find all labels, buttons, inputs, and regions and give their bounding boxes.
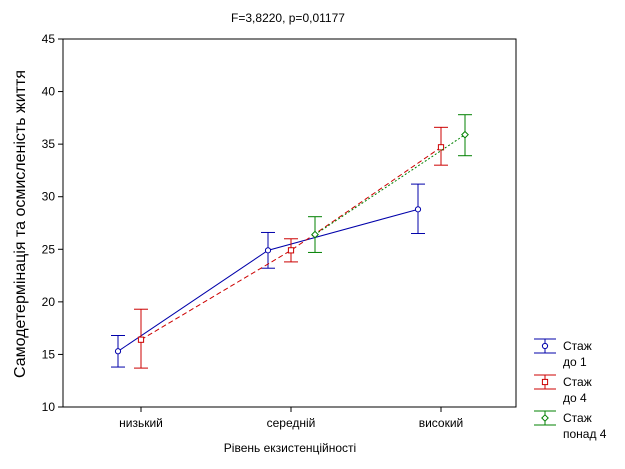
legend-label: Стаж <box>563 375 592 389</box>
y-tick-label: 40 <box>42 85 56 99</box>
series-line <box>314 134 466 235</box>
legend-item-3: Стаж понад 4 <box>534 410 607 441</box>
legend-label: до 4 <box>563 391 587 405</box>
y-tick-label: 15 <box>42 347 56 361</box>
data-point <box>137 336 145 343</box>
y-axis-label: Самодетермінація та осмисленість життя <box>12 70 29 378</box>
data-point <box>461 130 469 139</box>
x-tick-label: низький <box>119 416 163 430</box>
x-axis-label: Рівень екзистенційності <box>224 441 356 455</box>
legend-label: Стаж <box>563 339 592 353</box>
y-tick-label: 45 <box>42 32 56 46</box>
y-tick-label: 35 <box>42 137 56 151</box>
data-point <box>541 378 549 386</box>
legend-label: понад 4 <box>563 427 607 441</box>
series-line <box>117 208 419 352</box>
x-tick-label: середній <box>267 416 316 430</box>
series-line <box>140 146 442 341</box>
data-point <box>541 414 549 422</box>
x-tick-label: високий <box>419 416 464 430</box>
data-point <box>264 247 272 254</box>
data-point <box>114 348 122 355</box>
chart-title: F=3,8220, p=0,01177 <box>231 11 345 25</box>
data-point <box>414 206 422 213</box>
series-1 <box>111 183 425 368</box>
data-point <box>437 144 445 151</box>
legend-label: Стаж <box>563 411 592 425</box>
y-tick-label: 20 <box>42 295 56 309</box>
legend-label: до 1 <box>563 355 587 369</box>
y-tick-label: 10 <box>42 400 56 414</box>
x-axis: низький середній високий <box>119 407 463 430</box>
y-axis: 10 15 20 25 30 35 40 45 <box>42 32 63 414</box>
series-2 <box>134 126 448 369</box>
legend: Стаж до 1 Стаж до 4 Стаж понад 4 <box>534 338 607 441</box>
series-layer <box>111 114 472 369</box>
legend-item-1: Стаж до 1 <box>534 338 592 369</box>
legend-item-2: Стаж до 4 <box>534 374 592 405</box>
y-tick-label: 25 <box>42 242 56 256</box>
data-point <box>541 342 549 350</box>
y-tick-label: 30 <box>42 190 56 204</box>
plot-area <box>62 38 517 408</box>
series-3 <box>308 114 472 253</box>
data-point <box>311 230 319 239</box>
data-point <box>287 247 295 254</box>
